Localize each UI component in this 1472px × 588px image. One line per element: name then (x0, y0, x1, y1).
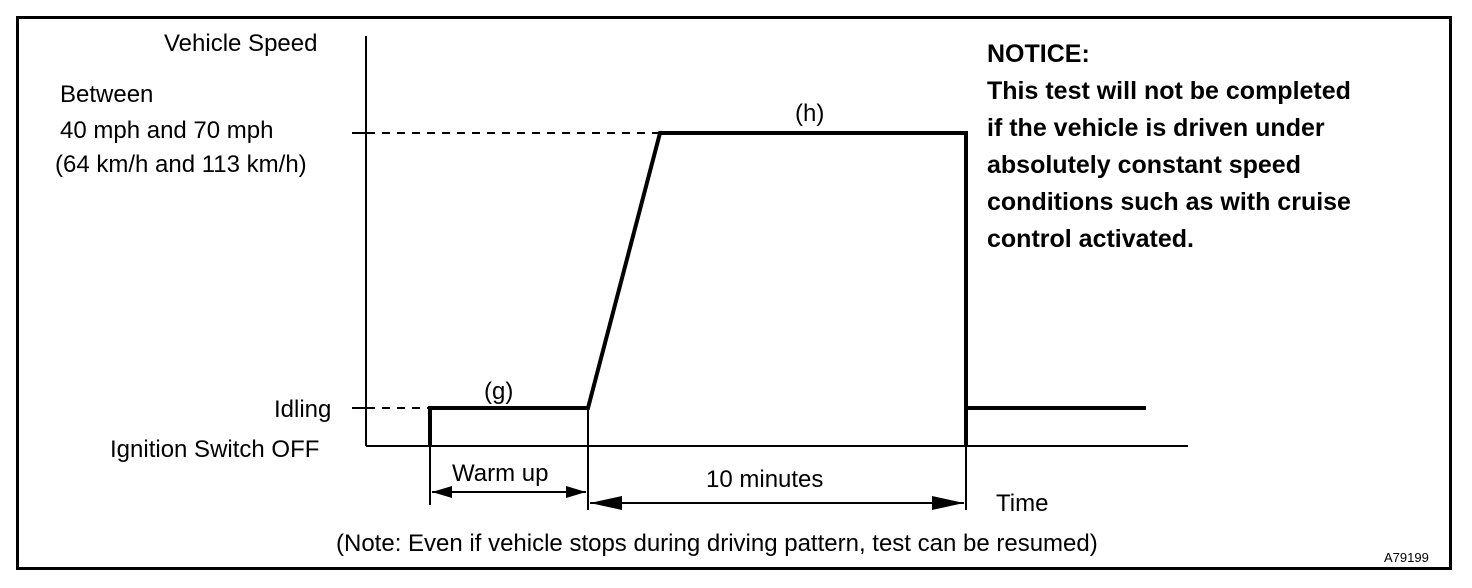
notice-line-4: conditions such as with cruise (987, 188, 1351, 216)
figure-frame (16, 16, 1452, 570)
ten-minutes-arrowhead-right (932, 496, 964, 510)
idling-label: Idling (274, 396, 332, 423)
figure-code: A79199 (1384, 550, 1429, 565)
warm-up-label: Warm up (452, 460, 549, 487)
notice-line-3: absolutely constant speed (987, 151, 1301, 179)
ten-minutes-label: 10 minutes (706, 466, 824, 493)
segment-h-label: (h) (795, 100, 825, 127)
speed-range-label-line2: 40 mph and 70 mph (60, 117, 274, 144)
notice-heading: NOTICE: (987, 40, 1090, 68)
speed-range-label-line1: Between (60, 81, 154, 108)
notice-line-1: This test will not be completed (987, 77, 1351, 105)
notice-line-2: if the vehicle is driven under (987, 114, 1325, 142)
segment-g-label: (g) (484, 378, 514, 405)
notice-line-5: control activated. (987, 225, 1194, 253)
ten-minutes-arrowhead-left (590, 496, 622, 510)
speed-range-label-line3: (64 km/h and 113 km/h) (55, 151, 307, 178)
y-axis-title: Vehicle Speed (164, 30, 318, 57)
driving-pattern-trace (428, 131, 968, 446)
ignition-off-label: Ignition Switch OFF (110, 436, 320, 463)
warmup-arrowhead-right (566, 486, 586, 498)
warmup-arrowhead-left (432, 486, 452, 498)
resume-note: (Note: Even if vehicle stops during driv… (336, 530, 1098, 557)
x-axis-title: Time (996, 490, 1049, 517)
